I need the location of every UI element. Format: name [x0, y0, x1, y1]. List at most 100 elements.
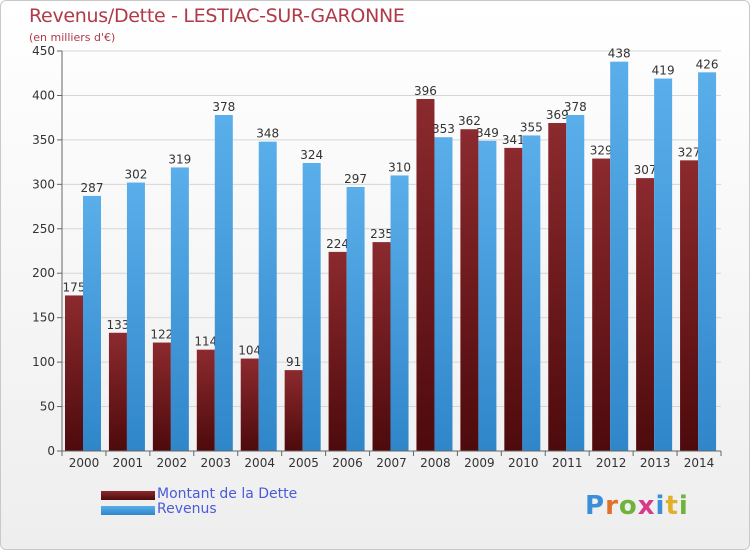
x-tick-label: 2013 [640, 456, 671, 470]
x-tick-label: 2005 [288, 456, 319, 470]
data-label-revenus: 355 [520, 120, 543, 134]
data-label-revenus: 348 [256, 127, 279, 141]
y-tick-label: 400 [32, 88, 55, 102]
x-tick-label: 2000 [69, 456, 100, 470]
y-tick-label: 250 [32, 222, 55, 236]
x-tick-label: 2009 [464, 456, 495, 470]
bar-dette [65, 295, 83, 451]
data-label-dette: 329 [590, 144, 613, 158]
legend-label-dette: Montant de la Dette [157, 486, 298, 502]
data-label-revenus: 310 [388, 160, 411, 174]
x-tick-label: 2012 [596, 456, 627, 470]
chart-unit-label: (en milliers d'€) [29, 31, 116, 44]
chart-title: Revenus/Dette - LESTIAC-SUR-GARONNE [29, 5, 405, 27]
y-tick-label: 350 [32, 133, 55, 147]
bar-dette [636, 178, 655, 451]
data-label-dette: 341 [502, 133, 525, 147]
x-tick-label: 2008 [420, 456, 451, 470]
x-tick-label: 2014 [684, 456, 715, 470]
axes: 0 50 100 150 200 250 300 350 400 450 2000 2001 2002 2… [32, 44, 722, 470]
data-label-dette: 362 [458, 114, 481, 128]
bar-dette [152, 342, 171, 451]
x-tick-label: 2006 [332, 456, 363, 470]
x-tick-label: 2007 [376, 456, 407, 470]
bar-revenus [698, 72, 717, 451]
data-label-revenus: 438 [608, 47, 631, 61]
bar-dette [680, 160, 699, 452]
bar-revenus [610, 61, 629, 452]
x-tick-label: 2003 [200, 456, 231, 470]
data-label-dette: 327 [678, 145, 701, 159]
bar-revenus [566, 115, 585, 451]
bar-revenus [83, 195, 101, 451]
bar-dette [328, 251, 347, 451]
bar-dette [460, 129, 479, 451]
data-label-revenus: 378 [564, 100, 587, 114]
bar-revenus [522, 135, 541, 451]
bar-dette [108, 332, 127, 451]
data-label-revenus: 287 [81, 181, 104, 195]
bar-dette [196, 349, 215, 451]
bar-dette [416, 99, 435, 451]
data-label-dette: 224 [326, 237, 349, 251]
x-tick-label: 2010 [508, 456, 539, 470]
data-label-revenus: 297 [344, 172, 367, 186]
bar-revenus [346, 187, 365, 451]
bar-revenus [126, 182, 145, 452]
x-tick-label: 2011 [552, 456, 583, 470]
data-label-dette: 114 [194, 335, 217, 349]
logo-letter: i [655, 491, 666, 521]
y-tick-label: 150 [32, 311, 55, 325]
data-label-dette: 104 [238, 344, 261, 358]
bar-dette [548, 123, 567, 451]
bar-revenus [654, 78, 673, 452]
data-label-revenus: 378 [212, 100, 235, 114]
x-tick-label: 2002 [157, 456, 188, 470]
data-label-revenus: 353 [432, 122, 455, 136]
bar-revenus [302, 163, 321, 451]
y-tick-label: 50 [40, 400, 55, 414]
bar-revenus [434, 137, 453, 451]
bar-revenus [390, 175, 409, 451]
bar-dette [592, 158, 611, 452]
data-label-dette: 396 [414, 84, 437, 98]
bar-dette [240, 358, 259, 451]
data-label-revenus: 426 [696, 57, 719, 71]
x-tick-label: 2004 [244, 456, 275, 470]
data-label-dette: 133 [106, 318, 129, 332]
data-label-dette: 369 [546, 108, 569, 122]
data-label-dette: 91 [286, 355, 301, 369]
bar-revenus [258, 141, 277, 451]
y-tick-label: 100 [32, 355, 55, 369]
bar-revenus [214, 115, 233, 451]
data-label-dette: 175 [63, 280, 86, 294]
data-label-revenus: 302 [124, 168, 147, 182]
bars: 175 287 133 302 122 319 114 378 104 348 91 324 224 29… [63, 47, 719, 452]
data-label-revenus: 324 [300, 148, 323, 162]
bar-dette [284, 370, 303, 451]
legend-swatch-revenus [101, 506, 155, 515]
data-label-dette: 307 [634, 163, 657, 177]
data-label-dette: 122 [150, 328, 173, 342]
x-tick-label: 2001 [113, 456, 144, 470]
proxiti-logo: Proxiti [585, 491, 689, 521]
bar-revenus [170, 167, 189, 451]
logo-letter: r [605, 491, 619, 521]
data-label-revenus: 319 [168, 152, 191, 166]
y-tick-label: 200 [32, 266, 55, 280]
y-tick-label: 0 [47, 444, 55, 458]
bar-revenus [478, 140, 497, 451]
logo-letter: i [678, 491, 689, 521]
data-label-revenus: 349 [476, 126, 499, 140]
logo-letter: t [665, 491, 679, 521]
bar-dette [504, 147, 523, 451]
logo-letter: P [585, 491, 606, 521]
bar-dette [372, 242, 391, 451]
logo-letter: o [618, 491, 638, 521]
legend-label-revenus: Revenus [157, 501, 217, 517]
data-label-revenus: 419 [652, 64, 675, 78]
logo-letter: x [637, 491, 656, 521]
legend-swatch-dette [101, 491, 155, 500]
